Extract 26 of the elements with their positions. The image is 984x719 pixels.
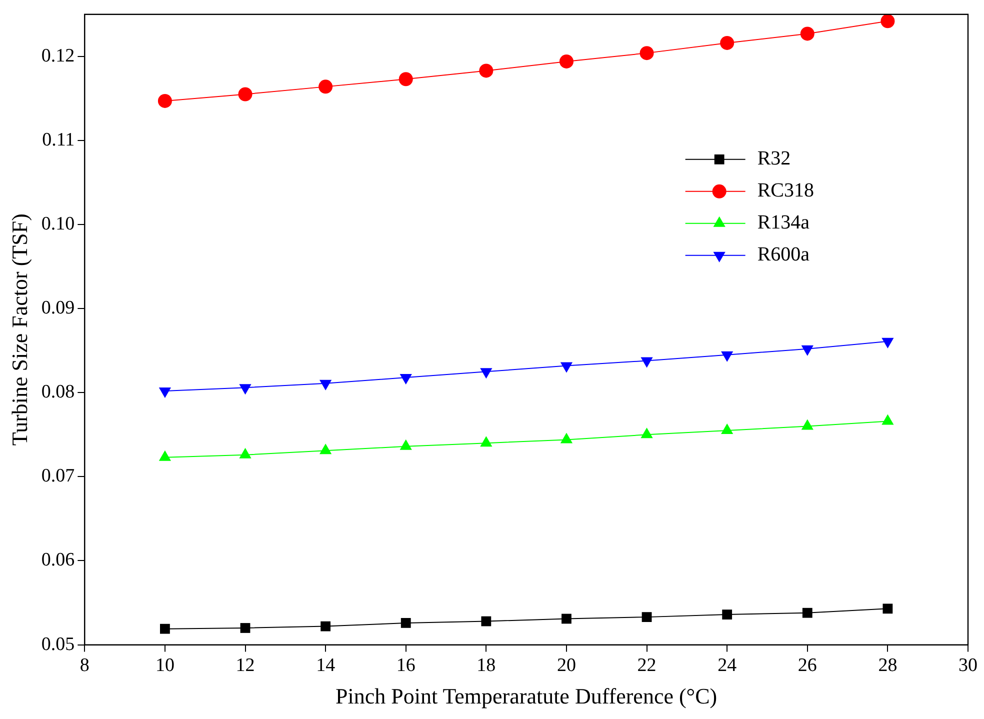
x-tick-label: 8 [80, 655, 90, 676]
x-tick-label: 24 [718, 655, 738, 676]
legend-label: R32 [757, 148, 791, 170]
y-tick-label: 0.10 [41, 214, 75, 235]
y-tick-label: 0.09 [41, 298, 75, 319]
x-tick-label: 16 [396, 655, 416, 676]
y-tick-label: 0.08 [41, 382, 75, 403]
y-tick-label: 0.11 [42, 129, 75, 150]
x-tick-label: 14 [316, 655, 336, 676]
x-tick-label: 22 [637, 655, 656, 676]
y-axis-title: Turbine Size Factor (TSF) [6, 214, 32, 446]
x-tick-label: 10 [155, 655, 174, 676]
y-tick-label: 0.12 [41, 45, 75, 66]
x-tick-label: 26 [798, 655, 817, 676]
legend-label: R600a [757, 244, 810, 266]
y-tick-label: 0.07 [41, 466, 75, 487]
x-tick-label: 18 [476, 655, 496, 676]
legend-label: R134a [757, 212, 810, 234]
y-tick-label: 0.06 [41, 550, 75, 571]
y-tick-label: 0.05 [41, 634, 75, 655]
x-axis-title: Pinch Point Temperaratute Dufference (°C) [336, 684, 718, 709]
x-tick-label: 12 [236, 655, 255, 676]
x-tick-label: 20 [556, 655, 576, 676]
x-tick-label: 28 [878, 655, 898, 676]
x-tick-label: 30 [958, 655, 978, 676]
legend-label: RC318 [757, 180, 814, 202]
